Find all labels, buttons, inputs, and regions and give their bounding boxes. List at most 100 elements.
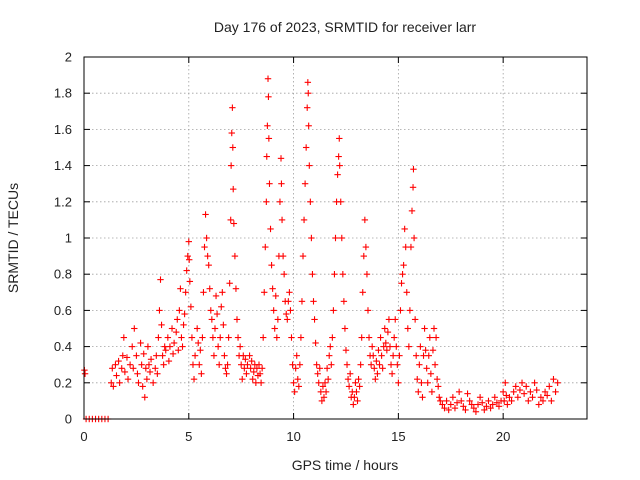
data-point	[244, 361, 251, 368]
data-point	[142, 365, 150, 372]
data-point	[411, 316, 419, 323]
data-point	[261, 289, 268, 296]
data-point	[135, 379, 142, 386]
data-point	[408, 207, 416, 215]
data-point	[474, 401, 482, 408]
x-tick-label: 15	[391, 429, 405, 444]
data-point	[199, 334, 206, 341]
data-point	[345, 383, 353, 390]
data-point	[487, 404, 494, 412]
data-point	[285, 298, 292, 305]
data-point	[156, 307, 163, 314]
data-point	[186, 256, 193, 263]
data-point	[370, 352, 377, 359]
data-point	[321, 379, 329, 386]
data-point	[489, 401, 496, 408]
data-point	[289, 361, 296, 368]
y-axis-label: SRMTID / TECUs	[5, 183, 21, 293]
data-point	[123, 354, 131, 361]
data-point	[427, 370, 435, 377]
data-point	[197, 347, 204, 354]
data-point	[535, 401, 542, 408]
data-point	[504, 401, 511, 408]
data-point	[495, 403, 503, 410]
chart-title: Day 176 of 2023, SRMTID for receiver lar…	[214, 19, 477, 35]
data-point	[398, 280, 405, 287]
data-point	[417, 343, 424, 350]
data-point	[362, 243, 370, 251]
data-point	[126, 361, 134, 368]
data-point	[393, 343, 400, 350]
data-point	[404, 325, 412, 332]
data-point	[116, 379, 123, 386]
data-point	[108, 379, 115, 386]
data-point	[309, 271, 316, 278]
data-point	[263, 153, 270, 160]
data-point	[429, 347, 437, 354]
data-point	[305, 90, 312, 97]
y-tick-label: 0.4	[54, 339, 72, 354]
y-tick-label: 1.6	[54, 122, 72, 137]
data-point	[149, 379, 157, 386]
data-point	[276, 198, 284, 205]
data-point	[121, 368, 129, 376]
data-point	[239, 375, 246, 383]
data-point	[246, 352, 253, 359]
data-point	[449, 394, 457, 401]
data-point	[531, 379, 538, 386]
data-point	[377, 334, 384, 341]
data-point	[196, 361, 203, 368]
data-point	[397, 307, 404, 314]
data-point	[259, 334, 267, 341]
data-point	[361, 216, 369, 224]
data-point	[353, 388, 360, 396]
data-point	[368, 343, 376, 350]
data-point	[218, 303, 225, 310]
data-point	[291, 388, 298, 396]
data-point	[304, 104, 311, 111]
data-point	[445, 406, 452, 414]
data-point	[326, 352, 333, 359]
data-point	[443, 397, 450, 405]
data-point	[188, 334, 196, 341]
data-point	[297, 334, 305, 341]
data-point	[358, 334, 365, 341]
data-point	[146, 368, 154, 376]
data-point	[409, 184, 417, 191]
data-point	[330, 307, 337, 314]
data-point	[296, 361, 304, 368]
data-point	[237, 361, 245, 368]
data-point	[437, 397, 444, 405]
data-point	[415, 388, 422, 396]
data-point	[255, 361, 263, 368]
data-point	[210, 352, 218, 359]
data-point	[227, 216, 234, 224]
data-point	[250, 368, 257, 376]
data-point	[225, 334, 232, 341]
data-point	[406, 307, 414, 314]
data-point	[426, 334, 434, 341]
data-point	[367, 361, 375, 368]
data-point	[510, 388, 517, 396]
data-point	[170, 339, 178, 347]
data-point	[425, 352, 432, 359]
data-point	[231, 252, 239, 260]
data-point	[229, 144, 237, 151]
data-point	[493, 399, 501, 406]
data-point	[481, 406, 488, 414]
data-point	[299, 252, 307, 260]
x-tick-label: 10	[286, 429, 300, 444]
data-point	[314, 370, 321, 377]
data-point	[221, 352, 228, 359]
y-tick-label: 2	[65, 50, 72, 65]
data-point	[138, 361, 145, 368]
data-point	[183, 267, 190, 274]
data-point	[302, 144, 310, 151]
data-point	[400, 261, 407, 269]
data-point	[130, 365, 137, 372]
data-point	[249, 375, 256, 383]
data-point	[324, 375, 332, 383]
data-point	[523, 383, 530, 390]
data-point	[372, 375, 379, 383]
data-point	[293, 352, 300, 359]
